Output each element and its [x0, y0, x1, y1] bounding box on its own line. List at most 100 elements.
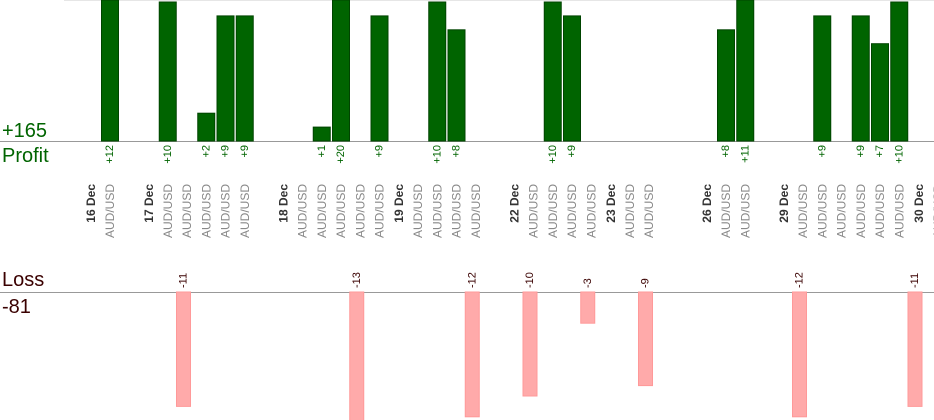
instrument-label: AUD/USD [527, 184, 541, 238]
date-label: 30 Dec [912, 184, 926, 223]
loss-bar [522, 291, 538, 397]
profit-value-label: +10 [547, 145, 559, 164]
instrument-label: AUD/USD [180, 184, 194, 238]
instrument-label: AUD/USD [469, 184, 483, 238]
profit-value-label: +9 [855, 145, 867, 158]
profit-value-label: +9 [374, 145, 386, 158]
instrument-label: AUD/USD [642, 184, 656, 238]
profit-bar [332, 0, 350, 142]
instrument-label: AUD/USD [161, 184, 175, 238]
profit-value-label: +9 [220, 145, 232, 158]
instrument-label: AUD/USD [815, 184, 829, 238]
profit-labels-group: +12 +10 +2 +9 +9 +1 +20 +9 +10 +8 +10 +9 +8 +11 +9 +9 +7… [104, 145, 905, 164]
loss-value-label: -9 [640, 278, 652, 288]
profit-value-label: +8 [720, 145, 732, 158]
profit-value-label: +9 [816, 145, 828, 158]
instrument-label: AUD/USD [565, 184, 579, 238]
instrument-labels-group: AUD/USD AUD/USD AUD/USD AUD/USD AUD/USD AUD/U… [103, 184, 934, 238]
profit-value-label: +9 [239, 145, 251, 158]
instrument-label: AUD/USD [873, 184, 887, 238]
instrument-label: AUD/USD [199, 184, 213, 238]
instrument-label: AUD/USD [584, 184, 598, 238]
profit-bar [312, 126, 331, 142]
date-label: 18 Dec [277, 184, 291, 223]
profit-bar [813, 15, 832, 142]
instrument-label: AUD/USD [430, 184, 444, 238]
profit-bar [851, 15, 870, 142]
instrument-label: AUD/USD [546, 184, 560, 238]
profit-bar [717, 29, 735, 142]
loss-total: -81 [2, 296, 31, 318]
profit-bar [197, 112, 216, 142]
instrument-label: AUD/USD [738, 184, 752, 238]
instrument-label: AUD/USD [854, 184, 868, 238]
loss-value-label: -11 [909, 273, 921, 288]
loss-value-label: -13 [351, 272, 363, 288]
instrument-label: AUD/USD [411, 184, 425, 238]
profit-bar [871, 43, 889, 142]
loss-value-label: -12 [466, 272, 478, 288]
profit-bars-group [101, 0, 909, 142]
loss-value-label: -3 [582, 278, 594, 288]
profit-value-label: +11 [739, 145, 751, 163]
date-label: 23 Dec [604, 184, 618, 223]
profit-total: +165 [2, 120, 48, 142]
profit-bar [216, 15, 235, 142]
instrument-label: AUD/USD [103, 184, 117, 238]
loss-bar [907, 291, 923, 407]
date-label: 17 Dec [142, 184, 156, 223]
instrument-label: AUD/USD [623, 184, 637, 238]
date-labels-group: 16 Dec 17 Dec 18 Dec 19 Dec 22 Dec 23 Dec 26 D… [84, 184, 926, 223]
date-label: 22 Dec [508, 184, 522, 223]
date-label: 16 Dec [84, 184, 98, 223]
profit-value-label: +9 [566, 145, 578, 158]
instrument-label: AUD/USD [219, 184, 233, 238]
instrument-label: AUD/USD [315, 184, 329, 238]
instrument-label: AUD/USD [796, 184, 810, 238]
instrument-label: AUD/USD [931, 184, 934, 238]
instrument-label: AUD/USD [353, 184, 367, 238]
loss-bar [792, 291, 807, 418]
profit-value-label: +20 [335, 145, 347, 164]
profit-value-label: +10 [431, 145, 443, 164]
profit-value-label: +10 [162, 145, 174, 164]
profit-bar [370, 15, 389, 142]
profit-value-label: +10 [893, 145, 905, 164]
loss-labels-group: -11 -13 -12 -10 -3 -9 -12 -11 [178, 272, 922, 288]
loss-bar [176, 291, 191, 407]
loss-bar [638, 291, 653, 387]
profit-bar [101, 0, 119, 142]
profit-value-label: +7 [874, 145, 886, 158]
instrument-label: AUD/USD [835, 184, 849, 238]
loss-value-label: -10 [524, 272, 536, 288]
profit-value-label: +2 [200, 145, 212, 158]
profit-bar [543, 1, 562, 142]
profit-bar [428, 1, 447, 142]
profit-bar [563, 15, 581, 142]
profit-bar [235, 15, 254, 142]
loss-value-label: -11 [178, 273, 190, 288]
date-label: 26 Dec [700, 184, 714, 223]
profit-bar [736, 0, 755, 142]
profit-value-label: +8 [451, 145, 463, 158]
loss-title: Loss [2, 269, 45, 291]
loss-bar [580, 291, 596, 324]
loss-value-label: -12 [794, 272, 806, 288]
loss-bar [349, 291, 365, 420]
profit-value-label: +12 [104, 145, 116, 164]
instrument-label: AUD/USD [334, 184, 348, 238]
profit-title: Profit [2, 145, 49, 167]
loss-bar [464, 291, 480, 418]
instrument-label: AUD/USD [373, 184, 387, 238]
instrument-label: AUD/USD [719, 184, 733, 238]
profit-value-label: +1 [316, 145, 328, 158]
date-label: 29 Dec [777, 184, 791, 223]
loss-bars-group [176, 291, 923, 420]
instrument-label: AUD/USD [296, 184, 310, 238]
date-label: 19 Dec [392, 184, 406, 223]
instrument-label: AUD/USD [892, 184, 906, 238]
profit-bar [890, 1, 909, 142]
instrument-label: AUD/USD [450, 184, 464, 238]
